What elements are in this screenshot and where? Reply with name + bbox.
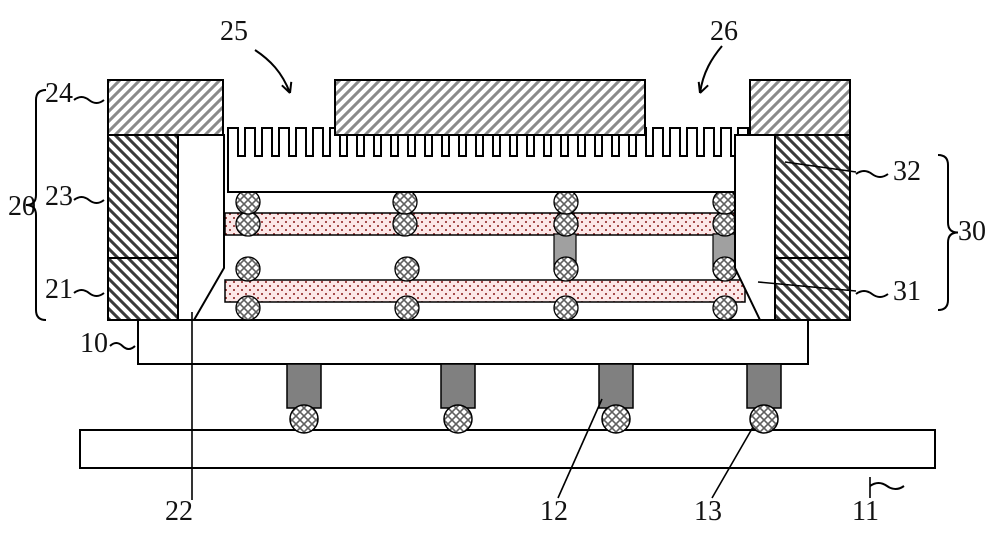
solder-ball (444, 405, 472, 433)
micro-bump (393, 212, 417, 236)
micro-bump (554, 257, 578, 281)
tilde-10 (110, 343, 135, 349)
micro-bump (554, 296, 578, 320)
tilde-23 (74, 197, 104, 203)
label-22: 22 (165, 496, 193, 527)
micro-bump (236, 296, 260, 320)
brace-30 (938, 155, 958, 310)
label-24: 24 (45, 78, 73, 109)
micro-bump (395, 296, 419, 320)
arrow-26 (700, 46, 722, 93)
pillar (599, 364, 633, 408)
label-32: 32 (893, 156, 921, 187)
solder-ball (750, 405, 778, 433)
lid-segment (108, 80, 223, 135)
die-layer (225, 280, 745, 302)
label-25: 25 (220, 16, 248, 47)
label-26: 26 (710, 16, 738, 47)
arrowhead-26 (699, 82, 708, 93)
label-30: 30 (958, 216, 986, 247)
pillar (287, 364, 321, 408)
die-layer (225, 213, 745, 235)
tilde-21 (74, 290, 104, 296)
micro-bump (713, 257, 737, 281)
label-21: 21 (45, 274, 73, 305)
tilde-24 (74, 97, 104, 103)
label-10: 10 (80, 328, 108, 359)
tilde-32 (856, 171, 888, 177)
label-11: 11 (852, 496, 879, 527)
label-12: 12 (540, 496, 568, 527)
micro-bump (554, 190, 578, 214)
micro-bump (554, 212, 578, 236)
micro-bump (236, 212, 260, 236)
solder-ball (602, 405, 630, 433)
interposer (138, 320, 808, 364)
brace-20 (26, 90, 46, 320)
frame-left (108, 135, 178, 320)
pillar (747, 364, 781, 408)
tilde-11 (870, 483, 904, 489)
opening-left (178, 135, 224, 320)
micro-bump (713, 212, 737, 236)
lid-segment (750, 80, 850, 135)
label-31: 31 (893, 276, 921, 307)
pillar (441, 364, 475, 408)
micro-bump (393, 190, 417, 214)
label-13: 13 (694, 496, 722, 527)
micro-bump (713, 296, 737, 320)
arrow-25 (255, 50, 290, 93)
solder-ball (290, 405, 318, 433)
micro-bump (236, 190, 260, 214)
tilde-31 (856, 291, 888, 297)
substrate (80, 430, 935, 468)
heatsink (228, 128, 770, 192)
micro-bump (713, 190, 737, 214)
micro-bump (395, 257, 419, 281)
label-23: 23 (45, 181, 73, 212)
micro-bump (236, 257, 260, 281)
lid-segment (335, 80, 645, 135)
